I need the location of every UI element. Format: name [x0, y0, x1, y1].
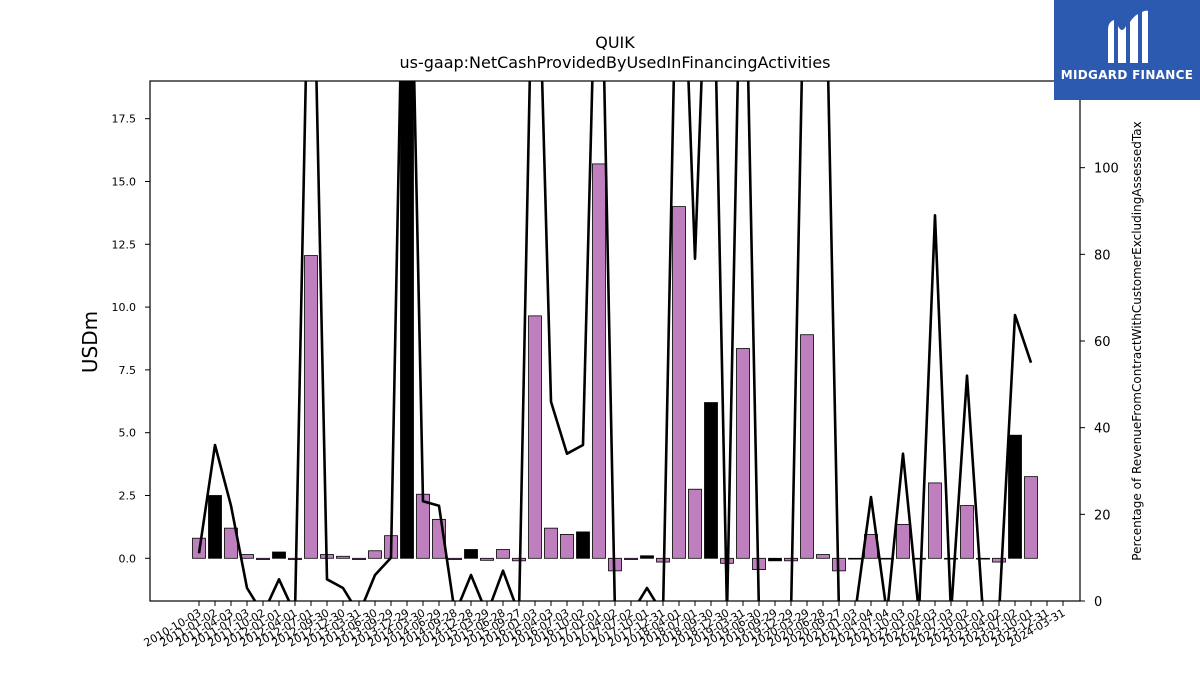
- bar-2023-07-02: [1008, 434, 1022, 559]
- bar-2012-07-01: [304, 255, 318, 559]
- bar-2011-10-02: [256, 557, 270, 560]
- bar-2017-01-01: [592, 163, 606, 559]
- bar-2014-09-28: [448, 557, 462, 560]
- bar-2012-12-30: [336, 555, 350, 559]
- bar-2021-01-03: [848, 557, 862, 560]
- bar-2018-04-01: [672, 206, 686, 559]
- bar-2012-01-01: [272, 551, 286, 559]
- bar-2015-06-28: [496, 549, 510, 559]
- y-axis-label: USDm: [78, 311, 102, 373]
- y-tick-label: 7.5: [119, 364, 137, 377]
- y-tick-label: 17.5: [112, 113, 137, 126]
- bar-2016-04-03: [544, 527, 558, 559]
- bar-2023-01-01: [976, 557, 990, 560]
- y-tick-label: 5.0: [119, 427, 137, 440]
- bar-2018-07-01: [688, 488, 702, 559]
- y2-tick-label: 40: [1094, 422, 1111, 437]
- y-tick-label: 15.0: [112, 175, 137, 188]
- y-tick-label: 0.0: [119, 552, 137, 565]
- logo-text: MIDGARD FINANCE: [1060, 68, 1194, 82]
- line-series: [197, 81, 1033, 601]
- y2-tick-label: 20: [1094, 508, 1111, 523]
- bar-2020-06-28: [816, 554, 830, 559]
- brand-logo: MIDGARD FINANCE: [1054, 0, 1200, 100]
- bar-2015-03-29: [480, 557, 494, 561]
- bar-2021-10-03: [896, 523, 910, 559]
- chart-title: QUIK: [595, 33, 635, 52]
- bar-2013-12-29: [400, 81, 414, 559]
- bar-2019-03-31: [736, 348, 750, 559]
- y-tick-label: 12.5: [112, 238, 137, 251]
- bar-2016-07-03: [560, 534, 574, 559]
- y2-tick-label: 60: [1094, 335, 1111, 350]
- chart-subtitle: us-gaap:NetCashProvidedByUsedInFinancing…: [399, 53, 830, 72]
- bar-2023-10-01: [1024, 476, 1038, 559]
- bar-2020-03-29: [800, 334, 814, 559]
- midgard-logo-icon: [1108, 10, 1148, 64]
- bar-2016-01-03: [528, 315, 542, 559]
- bar-2019-09-29: [768, 557, 782, 562]
- bar-2023-04-02: [992, 557, 1006, 563]
- bar-series: [192, 81, 1038, 572]
- line-path: [197, 81, 1033, 601]
- y-tick-label: 2.5: [119, 489, 137, 502]
- bar-2013-06-30: [368, 550, 382, 559]
- y2-tick-label: 0: [1094, 595, 1102, 610]
- bar-2018-09-30: [704, 402, 718, 559]
- bar-2017-07-02: [624, 557, 638, 560]
- axes: 0.0 2.5 5.0 7.5 10.0 12.5 15.0 17.5 0 20 40 60 80 100…: [112, 75, 1119, 650]
- bar-2022-07-03: [944, 557, 958, 560]
- bar-2022-04-03: [928, 482, 942, 559]
- bar-2014-12-28: [464, 549, 478, 559]
- y2-tick-label: 80: [1094, 248, 1111, 263]
- bar-2016-10-02: [576, 531, 590, 559]
- bar-2011-07-03: [240, 554, 254, 559]
- y-tick-label: 10.0: [112, 301, 137, 314]
- bar-2011-01-02: [208, 495, 222, 559]
- bar-2013-03-31: [352, 557, 366, 560]
- y2-tick-label: 100: [1094, 162, 1119, 177]
- y2-axis-label: Percentage of RevenueFromContractWithCus…: [1130, 121, 1144, 560]
- bar-2017-10-01: [640, 555, 654, 559]
- bar-2022-10-02: [960, 505, 974, 559]
